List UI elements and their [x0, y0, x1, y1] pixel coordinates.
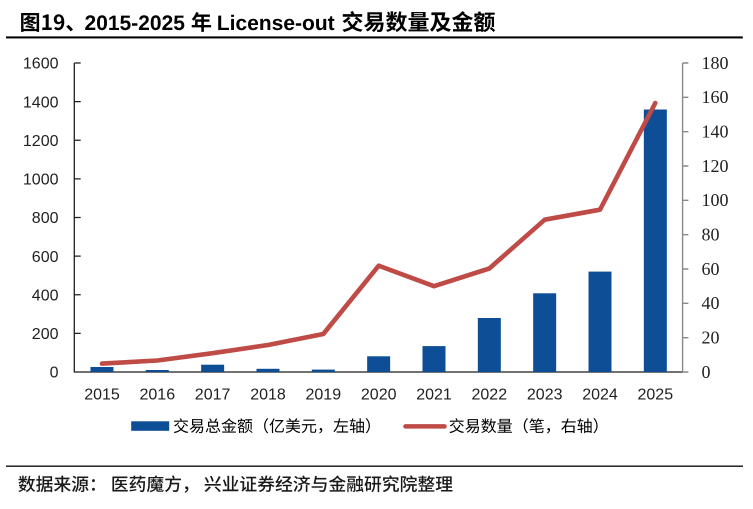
svg-text:180: 180	[702, 53, 729, 73]
svg-text:1600: 1600	[23, 56, 59, 73]
svg-text:1000: 1000	[23, 172, 59, 189]
svg-text:400: 400	[32, 287, 59, 304]
svg-text:200: 200	[32, 326, 59, 343]
svg-text:2015: 2015	[84, 387, 120, 404]
svg-text:60: 60	[702, 259, 720, 279]
svg-text:2017: 2017	[195, 387, 231, 404]
svg-text:0: 0	[50, 365, 59, 382]
svg-text:2019: 2019	[306, 387, 342, 404]
svg-text:600: 600	[32, 249, 59, 266]
svg-text:1200: 1200	[23, 133, 59, 150]
svg-text:1400: 1400	[23, 94, 59, 111]
svg-text:2018: 2018	[250, 387, 286, 404]
svg-text:40: 40	[702, 293, 720, 313]
svg-text:100: 100	[702, 190, 729, 210]
svg-text:800: 800	[32, 210, 59, 227]
svg-text:160: 160	[702, 87, 729, 107]
svg-text:2025: 2025	[638, 387, 674, 404]
svg-text:2016: 2016	[140, 387, 176, 404]
svg-text:2023: 2023	[527, 387, 563, 404]
svg-text:0: 0	[702, 362, 711, 382]
svg-text:120: 120	[702, 156, 729, 176]
svg-text:140: 140	[702, 121, 729, 141]
svg-text:2020: 2020	[361, 387, 397, 404]
svg-text:20: 20	[702, 327, 720, 347]
svg-text:2021: 2021	[416, 387, 452, 404]
svg-text:2024: 2024	[582, 387, 618, 404]
svg-text:80: 80	[702, 224, 720, 244]
svg-text:2022: 2022	[472, 387, 508, 404]
